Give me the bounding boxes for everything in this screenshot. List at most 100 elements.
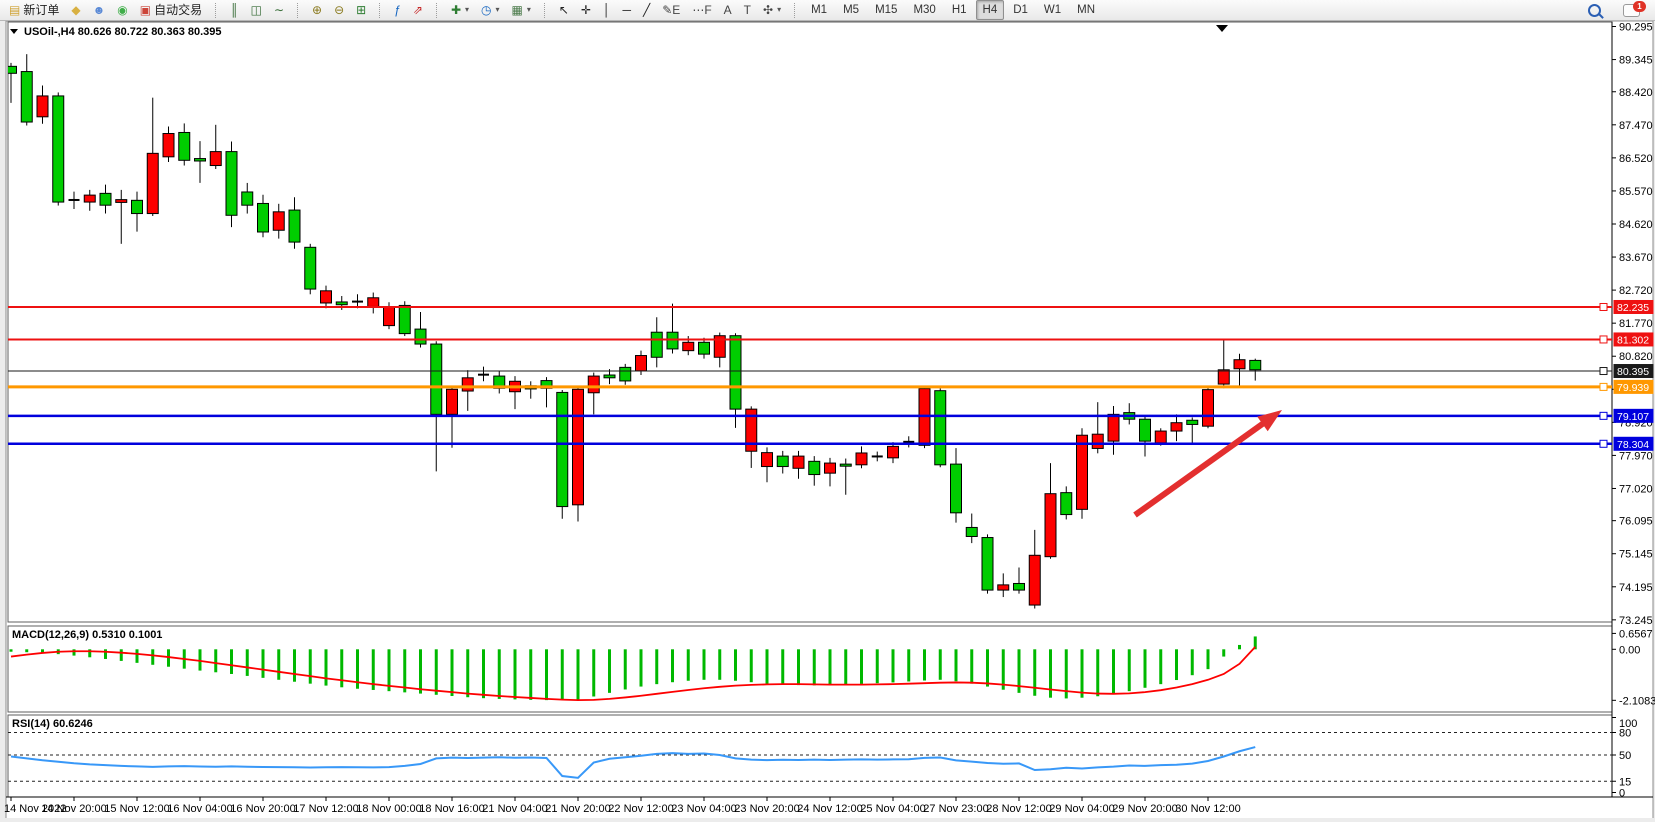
symbol-ohlc-label: USOil-,H4 80.626 80.722 80.363 80.395	[24, 26, 222, 38]
macd-pane[interactable]	[7, 625, 1613, 713]
price-tick-label: 87.470	[1619, 120, 1653, 132]
chevron-down-icon: ▾	[526, 5, 531, 14]
search-button[interactable]	[1583, 0, 1606, 20]
timeframe-m15[interactable]: M15	[875, 4, 898, 16]
horizontal-line-button[interactable]: ─	[618, 0, 637, 20]
price-tick-label: 77.020	[1619, 483, 1653, 495]
timeframe-mn[interactable]: MN	[1077, 4, 1096, 16]
zoom-group: ⊕ ⊖ ⊞	[303, 0, 375, 20]
tile-windows-button[interactable]: ⊞	[351, 0, 371, 20]
time-tick-label: 30 Nov 12:00	[1175, 803, 1240, 815]
price-tick-label: 90.295	[1619, 22, 1653, 34]
tile-windows-icon: ⊞	[356, 3, 367, 17]
svg-text:79.939: 79.939	[1617, 382, 1649, 394]
hline-handle[interactable]	[1599, 411, 1608, 420]
price-tag-81.302: 81.302	[1613, 332, 1654, 347]
line-studies-group: ↖ ✛ │ ─ ╱ ✎E ⋯F A T ✣ ▾	[550, 0, 790, 20]
profile-button[interactable]: ☻	[88, 0, 111, 20]
symbol-dropdown-icon[interactable]	[10, 29, 18, 34]
horizontal-line-icon: ─	[622, 3, 632, 17]
timeframe-m1[interactable]: M1	[811, 4, 828, 16]
svg-text:78.304: 78.304	[1617, 439, 1649, 451]
hline-81.302[interactable]	[8, 335, 1612, 344]
hline-80.395[interactable]	[8, 367, 1612, 376]
line-chart-button[interactable]: ∼	[269, 0, 289, 20]
rsi-pane[interactable]	[7, 714, 1613, 798]
timeframe-h4[interactable]: H4	[975, 0, 1005, 20]
trendline-button[interactable]: ╱	[638, 0, 655, 20]
text-button[interactable]: A	[719, 0, 737, 20]
macd-tick-label: 0.6567	[1619, 628, 1653, 640]
templates-button[interactable]: ▦ ▾	[507, 0, 536, 20]
autotrading-button[interactable]: ▣ 自动交易	[135, 0, 207, 20]
indicators-button[interactable]: ƒ	[389, 0, 406, 20]
svg-text:79.107: 79.107	[1617, 411, 1649, 423]
hline-handle[interactable]	[1599, 382, 1608, 391]
crosshair-button[interactable]: ✛	[576, 0, 596, 20]
hline-79.107[interactable]	[8, 411, 1612, 420]
hline-79.939[interactable]	[8, 382, 1612, 391]
timeframe-w1[interactable]: W1	[1043, 4, 1062, 16]
trend-arrow-annotation[interactable]	[1133, 410, 1282, 518]
indicator-window-button[interactable]: ⇗	[408, 0, 428, 20]
new-chart-button[interactable]: ✚ ▾	[446, 0, 474, 20]
vertical-line-button[interactable]: │	[598, 0, 616, 20]
candlestick-icon: ◫	[250, 3, 262, 17]
macd-indicator: 0.6567 0.00 -2.1083 MACD(12,26,9) 0.5310 0.…	[9, 628, 1655, 707]
notifications-button[interactable]: 1	[1618, 0, 1646, 20]
toolbar-groups: ▤ 新订单 ◆ ☻ ◉ ▣ 自动交易 ║ ◫ ∼ ⊕ ⊖ ⊞ ƒ ⇗ ✚ ▾ ◷ ▾ ▦ ▾ ↖ ✛ │ ─ ╱ ✎E ⋯F A T ✣ ▾ M…	[0, 0, 1106, 20]
time-tick-label: 25 Nov 04:00	[860, 803, 925, 815]
zoom-out-button[interactable]: ⊖	[329, 0, 349, 20]
hline-handle[interactable]	[1599, 335, 1608, 344]
time-tick-label: 27 Nov 23:00	[923, 803, 988, 815]
hline-handle[interactable]	[1599, 439, 1608, 448]
price-tick-label: 86.520	[1619, 153, 1653, 165]
hline-handle[interactable]	[1599, 302, 1608, 311]
fibonacci-icon: ⋯F	[692, 3, 712, 17]
toolbar-separator	[435, 2, 438, 18]
metaeditor-button[interactable]: ◆	[66, 0, 85, 20]
timeframe-m30[interactable]: M30	[913, 4, 936, 16]
new-order-button-label: 新订单	[23, 3, 60, 17]
new-order-button[interactable]: ▤ 新订单	[4, 0, 64, 20]
text-label-button[interactable]: T	[739, 0, 756, 20]
timeframe-h1[interactable]: H1	[951, 4, 967, 16]
price-tick-label: 75.145	[1619, 549, 1653, 561]
bar-chart-button[interactable]: ║	[225, 0, 244, 20]
signals-icon: ◉	[117, 3, 128, 17]
price-tag-79.107: 79.107	[1613, 408, 1654, 423]
time-tick-label: 14 Nov 2022	[4, 803, 66, 815]
periods-icon: ◷	[481, 3, 492, 17]
price-axis[interactable]: 90.295 89.345 88.420 87.470 86.520 85.570 84.6…	[1612, 22, 1654, 627]
equidistant-channel-button[interactable]: ✎E	[657, 0, 685, 20]
svg-text:82.235: 82.235	[1617, 302, 1649, 314]
hline-82.235[interactable]	[8, 302, 1612, 311]
timeframe-m5[interactable]: M5	[843, 4, 860, 16]
time-tick-label: 17 Nov 12:00	[293, 803, 358, 815]
candlestick-button[interactable]: ◫	[246, 0, 267, 20]
chart-shift-marker[interactable]	[1216, 25, 1228, 32]
hline-handle[interactable]	[1599, 367, 1608, 376]
time-tick-label: 14 Nov 20:00	[41, 803, 106, 815]
fibonacci-button[interactable]: ⋯F	[687, 0, 716, 20]
chevron-down-icon: ▾	[465, 5, 470, 14]
main-pane[interactable]	[7, 21, 1613, 623]
text-label-icon: T	[743, 3, 752, 17]
time-tick-label: 29 Nov 04:00	[1049, 803, 1114, 815]
price-tick-label: 74.195	[1619, 582, 1653, 594]
rsi-line	[10, 746, 1256, 779]
hline-78.304[interactable]	[8, 439, 1612, 448]
zoom-in-button[interactable]: ⊕	[307, 0, 327, 20]
arrows-button[interactable]: ✣ ▾	[758, 0, 786, 20]
timeframe-d1[interactable]: D1	[1013, 4, 1028, 16]
svg-text:80.395: 80.395	[1617, 366, 1649, 378]
cursor-icon: ↖	[558, 3, 569, 17]
trade-group: ▤ 新订单 ◆ ☻ ◉ ▣ 自动交易	[0, 0, 211, 20]
signals-button[interactable]: ◉	[112, 0, 132, 20]
periods-button[interactable]: ◷ ▾	[476, 0, 505, 20]
time-tick-label: 23 Nov 04:00	[671, 803, 736, 815]
cursor-button[interactable]: ↖	[554, 0, 574, 20]
